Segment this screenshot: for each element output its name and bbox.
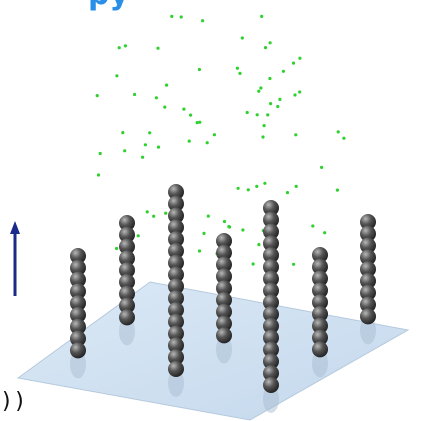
particle: [148, 131, 151, 134]
particle: [182, 108, 185, 111]
particle: [189, 114, 192, 117]
particle: [121, 131, 124, 134]
particle: [264, 46, 267, 49]
particle: [146, 210, 149, 213]
particle: [115, 74, 118, 77]
particle: [255, 185, 258, 188]
particle: [223, 220, 226, 223]
particle: [241, 36, 244, 39]
particle: [292, 263, 295, 266]
particle: [269, 102, 272, 105]
particle: [164, 212, 167, 215]
code-fragment: )): [0, 389, 27, 414]
sphere-column: [360, 214, 376, 344]
particle: [298, 57, 301, 60]
sphere: [360, 308, 376, 324]
particle: [282, 70, 285, 73]
sphere: [263, 377, 279, 393]
particle: [97, 173, 100, 176]
particle: [206, 141, 209, 144]
particle: [155, 96, 158, 99]
particle: [165, 84, 168, 87]
particle: [196, 121, 199, 124]
particle: [207, 215, 210, 218]
sphere: [312, 341, 328, 357]
particle: [320, 166, 323, 169]
particle: [115, 247, 118, 250]
sphere-column: [263, 200, 279, 413]
particle: [276, 105, 279, 108]
sphere-column: [168, 184, 184, 397]
particle: [123, 149, 126, 152]
particle: [278, 98, 281, 101]
particle: [342, 137, 345, 140]
particle: [295, 185, 298, 188]
particle: [124, 44, 127, 47]
particle: [228, 225, 231, 228]
scene: py )): [0, 0, 426, 421]
particle: [336, 189, 339, 192]
particle: [293, 93, 296, 96]
particle: [188, 140, 191, 143]
particle: [269, 41, 272, 44]
particle: [133, 93, 136, 96]
sphere-column: [216, 233, 232, 363]
particle: [152, 215, 155, 218]
particle: [268, 77, 271, 80]
particle: [202, 232, 205, 235]
sphere: [70, 342, 86, 358]
particle: [256, 113, 259, 116]
particle: [246, 111, 249, 114]
particle: [298, 90, 301, 93]
particle: [266, 113, 269, 116]
particle: [263, 124, 266, 127]
particle: [157, 146, 160, 149]
particle: [198, 68, 201, 71]
particle: [257, 90, 260, 93]
particle: [337, 130, 340, 133]
particle: [141, 156, 144, 159]
particle: [201, 19, 204, 22]
particle: [236, 67, 239, 70]
particle: [99, 152, 102, 155]
particle: [237, 187, 240, 190]
particle: [292, 62, 295, 65]
particle: [323, 231, 326, 234]
particle: [156, 47, 159, 50]
particle: [263, 182, 266, 185]
particle: [213, 133, 216, 136]
particle: [238, 72, 241, 75]
particle: [260, 15, 263, 18]
particle: [257, 243, 260, 246]
particle: [261, 135, 264, 138]
particle: [241, 228, 244, 231]
particle: [96, 94, 99, 97]
title-fragment: py: [88, 0, 129, 12]
particle: [144, 143, 147, 146]
particle: [118, 46, 121, 49]
sphere-column: [119, 215, 135, 345]
particle: [252, 262, 255, 265]
particle: [294, 133, 297, 136]
particle: [198, 249, 201, 252]
particle: [163, 106, 166, 109]
particle: [180, 15, 183, 18]
sphere-column: [312, 247, 328, 377]
sphere: [168, 361, 184, 377]
particle: [137, 234, 140, 237]
sphere: [119, 309, 135, 325]
particle: [170, 15, 173, 18]
particle: [247, 188, 250, 191]
particle: [286, 191, 289, 194]
sphere-column: [70, 248, 86, 378]
sphere: [216, 327, 232, 343]
particle: [259, 86, 262, 89]
particle: [311, 224, 314, 227]
